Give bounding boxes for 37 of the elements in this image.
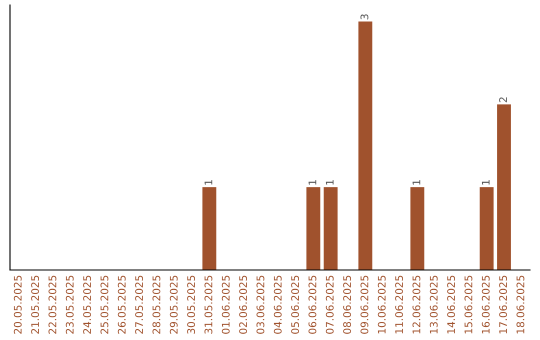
x-tick-label: 20.05.2025 (14, 276, 22, 334)
x-tick-label: 03.06.2025 (256, 276, 264, 334)
x-tick-label: 28.05.2025 (152, 276, 160, 334)
x-tick-label: 04.06.2025 (274, 276, 282, 334)
x-tick-label: 06.06.2025 (308, 276, 316, 334)
x-tick-label: 14.06.2025 (447, 276, 456, 334)
x-tick-label: 10.06.2025 (378, 276, 386, 334)
x-tick-label: 02.06.2025 (239, 276, 248, 334)
x-tick-label: 22.05.2025 (48, 276, 56, 334)
data-label: 3 (360, 14, 368, 20)
x-tick-label: 27.05.2025 (135, 276, 144, 334)
x-tick-label: 30.05.2025 (187, 276, 196, 334)
x-tick-label: 26.05.2025 (118, 276, 126, 334)
x-tick-label: 21.05.2025 (31, 276, 40, 334)
x-tick-label: 13.06.2025 (430, 276, 438, 334)
x-tick-label: 08.06.2025 (343, 276, 352, 334)
data-label: 1 (412, 180, 420, 185)
x-tick-label: 05.06.2025 (291, 276, 300, 334)
x-tick-label: 17.06.2025 (499, 276, 508, 334)
data-label: 2 (499, 97, 507, 102)
data-label: 1 (204, 180, 212, 185)
data-label: 1 (326, 180, 334, 185)
x-tick-label: 25.05.2025 (100, 276, 108, 334)
x-tick-label: 09.06.2025 (360, 276, 368, 334)
x-tick-label: 01.06.2025 (222, 276, 230, 334)
x-tick-label: 11.06.2025 (395, 276, 404, 334)
data-label: 1 (482, 180, 490, 185)
x-tick-label: 16.06.2025 (482, 276, 490, 334)
x-tick-label: 24.05.2025 (83, 276, 92, 334)
x-tick-label: 12.06.2025 (412, 276, 420, 334)
data-label: 1 (308, 180, 316, 185)
x-tick-label: 29.05.2025 (170, 276, 178, 334)
x-tick-label: 23.05.2025 (66, 276, 74, 334)
x-tick-label: 15.06.2025 (464, 276, 472, 334)
x-tick-label: 31.05.2025 (204, 276, 212, 334)
x-tick-label: 07.06.2025 (326, 276, 334, 334)
x-tick-label: 18.06.2025 (516, 276, 524, 334)
